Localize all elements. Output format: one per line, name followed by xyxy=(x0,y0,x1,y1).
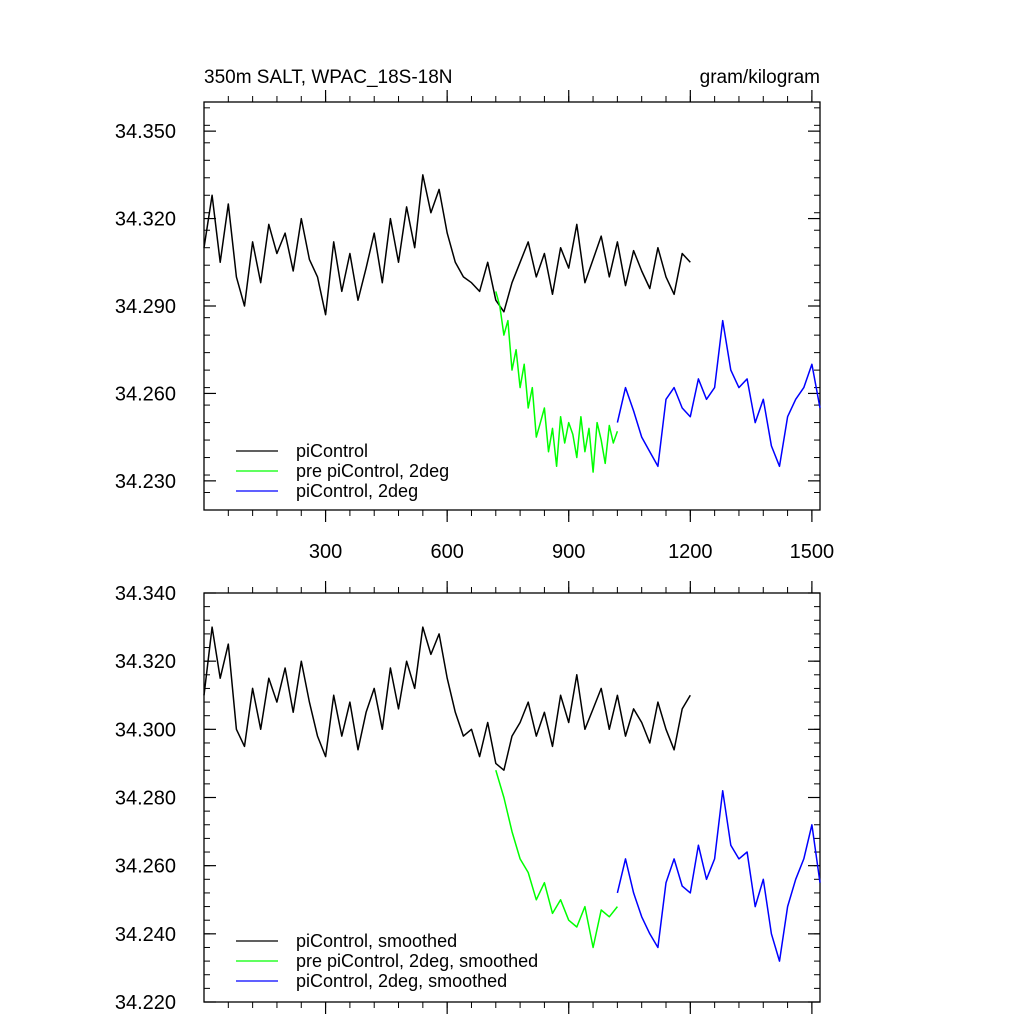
bottom-axis-ticks: 34.220 34.240 34.260 34.280 34.300 34.320 34.3… xyxy=(115,581,820,1014)
legend-label-pre-picontrol-2deg-smoothed: pre piControl, 2deg, smoothed xyxy=(296,951,538,971)
top-xtick-label: 1500 xyxy=(790,541,835,563)
bottom-series-line-picontrol-smoothed xyxy=(203,626,691,771)
top-series-line-picontrol xyxy=(203,174,691,316)
top-xtick-label: 600 xyxy=(430,541,463,563)
bottom-ytick-label: 34.300 xyxy=(115,719,176,741)
top-xtick-label: 1200 xyxy=(668,541,713,563)
bottom-series-line-picontrol-2deg-smoothed xyxy=(616,789,821,962)
bottom-panel: 34.220 34.240 34.260 34.280 34.300 34.320 34.3… xyxy=(115,581,821,1014)
bottom-ytick-label: 34.280 xyxy=(115,788,176,810)
top-panel: 350m SALT, WPAC_18S-18N gram/kilogram 34… xyxy=(115,67,834,563)
top-ytick-label: 34.260 xyxy=(115,383,176,405)
legend-label-picontrol-2deg-smoothed: piControl, 2deg, smoothed xyxy=(296,971,507,991)
bottom-ytick-label: 34.260 xyxy=(115,856,176,878)
bottom-legend: piControl, smoothed pre piControl, 2deg,… xyxy=(236,931,538,991)
legend-label-pre-picontrol-2deg: pre piControl, 2deg xyxy=(296,461,449,481)
bottom-series-lines xyxy=(203,626,821,962)
top-xtick-label: 300 xyxy=(309,541,342,563)
legend-label-picontrol-2deg: piControl, 2deg xyxy=(296,481,418,501)
top-xtick-label: 900 xyxy=(552,541,585,563)
top-ytick-label: 34.320 xyxy=(115,209,176,231)
chart-title: 350m SALT, WPAC_18S-18N xyxy=(204,67,453,88)
top-series-lines xyxy=(203,174,821,473)
bottom-series-line-pre-picontrol-2deg-smoothed xyxy=(495,769,618,949)
legend-label-picontrol-smoothed: piControl, smoothed xyxy=(296,931,457,951)
legend-label-picontrol: piControl xyxy=(296,441,368,461)
top-ytick-label: 34.350 xyxy=(115,121,176,143)
top-ytick-label: 34.290 xyxy=(115,296,176,318)
top-legend: piControl pre piControl, 2deg piControl,… xyxy=(236,441,449,501)
top-series-line-picontrol-2deg xyxy=(616,319,821,468)
top-axis-ticks: 34.230 34.260 34.290 34.320 34.350 300 600 900 1… xyxy=(115,90,834,563)
bottom-ytick-label: 34.340 xyxy=(115,583,176,605)
bottom-ytick-label: 34.220 xyxy=(115,992,176,1014)
bottom-ytick-label: 34.320 xyxy=(115,651,176,673)
units-label: gram/kilogram xyxy=(700,67,820,88)
top-series-line-pre-picontrol-2deg xyxy=(495,291,619,473)
top-ytick-label: 34.230 xyxy=(115,471,176,493)
bottom-ytick-label: 34.240 xyxy=(115,924,176,946)
